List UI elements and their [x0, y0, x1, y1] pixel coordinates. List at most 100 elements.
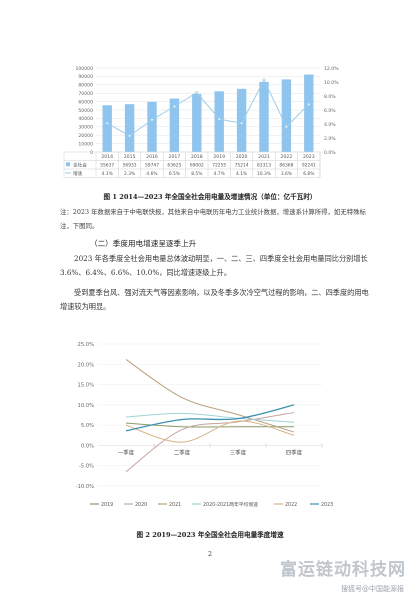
y-tick-label: 5.0% — [81, 423, 94, 429]
x-category-label: 四季度 — [286, 448, 303, 456]
x-category-label: 2019 — [213, 154, 225, 160]
left-axis-tick-label: 80000 — [78, 83, 93, 89]
x-category-label: 2016 — [146, 154, 158, 160]
legend-label-2023: 2023 — [321, 502, 333, 508]
table-row-label: 增速 — [73, 170, 83, 177]
table-cell: 6.8% — [303, 171, 314, 177]
table-cell: 75214 — [235, 163, 249, 169]
right-axis-tick-label: 12.0% — [324, 66, 339, 72]
table-cell: 2.3% — [124, 171, 135, 177]
watermark-logo-text: 富运链动科技网 — [280, 560, 406, 580]
x-category-label: 三季度 — [230, 448, 247, 456]
bar-electricity-2022 — [281, 79, 292, 152]
right-axis-tick-label: 6.0% — [324, 108, 336, 114]
growth-point-2016 — [150, 118, 154, 122]
bar-electricity-2018 — [192, 94, 202, 152]
table-cell: 56933 — [123, 163, 137, 169]
bar-electricity-2021 — [259, 82, 269, 152]
bar-electricity-2020 — [236, 88, 247, 152]
series-line-2021 — [125, 359, 295, 433]
section-title: （二）季度用电增速呈逐季上升 — [90, 239, 197, 248]
x-category-label: 2014 — [101, 154, 113, 160]
growth-point-2018 — [195, 90, 199, 95]
x-category-label: 2020 — [236, 154, 248, 160]
x-category-label: 2021 — [258, 154, 270, 160]
x-category-label: 2017 — [169, 154, 181, 160]
left-axis-tick-label: 20000 — [78, 133, 93, 139]
right-axis-tick-label: 4.0% — [324, 122, 336, 128]
figure1-chart: 0 10000 20000 30000 40000 50000 60000 70000 8000… — [63, 66, 339, 178]
y-tick-label: 10.0% — [78, 403, 95, 409]
watermark-source: 搜狐号@中国能源报 — [341, 585, 404, 593]
y-tick-label: 20.0% — [78, 362, 95, 368]
growth-point-2023 — [307, 102, 311, 106]
right-axis-tick-label: 8.0% — [324, 94, 336, 100]
table-cell: 8.5% — [191, 171, 202, 177]
x-category-label: 2022 — [281, 154, 293, 160]
table-cell: 59747 — [145, 163, 159, 169]
right-axis-tick-label: 2.0% — [324, 136, 336, 142]
series-line-2022 — [125, 420, 295, 443]
bar-electricity-2019 — [214, 91, 224, 152]
figure2-chart: 25.0% 20.0% 15.0% 10.0% 5.0% 0.0% -5.0% -10.0% 一… — [76, 342, 334, 508]
table-cell: 55637 — [100, 163, 114, 169]
left-axis-tick-label: 50000 — [78, 108, 93, 114]
left-axis-tick-label: 0 — [90, 150, 93, 156]
legend-label-2021: 2021 — [169, 502, 181, 508]
legend-label-2022: 2022 — [285, 502, 297, 508]
y-tick-label: 25.0% — [78, 342, 95, 348]
figure1-caption: 图 1 2014—2023 年全国全社会用电量及增速情况（单位：亿千瓦时） — [103, 193, 317, 201]
growth-point-2015 — [128, 134, 132, 138]
paragraph-1: 2023 年各季度全社会用电量总体波动明显，一、二、三、四季度全社会用电量同比分… — [60, 254, 368, 277]
left-axis-tick-label: 30000 — [78, 125, 93, 131]
x-category-label: 2015 — [124, 154, 136, 160]
right-axis-tick-label: 0.0% — [324, 150, 336, 156]
left-axis-tick-label: 90000 — [78, 74, 93, 80]
growth-rate-line — [106, 78, 310, 137]
bar-electricity-2015 — [124, 104, 135, 152]
left-axis-tick-label: 40000 — [78, 116, 93, 122]
x-category-label: 二季度 — [174, 448, 191, 456]
series-line-2020 — [125, 412, 295, 473]
bar-electricity-2017 — [169, 98, 180, 152]
legend-label-2019: 2019 — [101, 502, 113, 508]
figure2-caption: 图 2 2019—2023 年全国全社会用电量季度增速 — [136, 531, 284, 539]
table-cell: 4.1% — [102, 171, 113, 177]
table-cell: 4.7% — [214, 171, 225, 177]
series-line-2023 — [125, 404, 295, 432]
table-cell: 10.3% — [257, 171, 271, 177]
x-category-label: 2018 — [191, 154, 203, 160]
table-cell: 63625 — [167, 163, 181, 169]
table-row-label: 全社会 — [73, 162, 87, 169]
table-cell: 83313 — [257, 163, 271, 169]
legend-swatch-electricity — [66, 162, 70, 167]
growth-point-2019 — [217, 117, 221, 121]
bar-electricity-2014 — [102, 105, 112, 152]
y-tick-label: -10.0% — [76, 484, 94, 490]
left-axis-tick-label: 70000 — [78, 91, 93, 97]
table-cell: 86368 — [279, 163, 293, 169]
x-category-label: 一季度 — [118, 448, 135, 456]
page-number: 2 — [207, 550, 213, 558]
legend-label-2020-2021两年平均增速: 2020-2021两年平均增速 — [203, 501, 258, 508]
table-cell: 6.5% — [169, 171, 180, 177]
growth-point-2017 — [172, 104, 176, 109]
x-category-label: 2023 — [303, 154, 315, 160]
growth-point-2020 — [240, 121, 244, 125]
y-tick-label: 0.0% — [81, 443, 94, 449]
figure1-note: 注：2023 年数据来自于中电联快报，其他来自中电联历年电力工业统计数据，增速系… — [60, 208, 366, 230]
growth-point-2021 — [262, 78, 266, 82]
right-axis-tick-label: 10.0% — [324, 80, 339, 86]
left-axis-tick-label: 10000 — [78, 141, 93, 147]
table-cell: 92241 — [302, 163, 316, 169]
left-axis-tick-label: 60000 — [78, 99, 93, 105]
growth-point-2022 — [284, 125, 288, 129]
table-cell: 72255 — [212, 163, 226, 169]
table-cell: 4.6% — [146, 171, 157, 177]
table-cell: 4.1% — [236, 171, 247, 177]
table-cell: 3.6% — [281, 171, 292, 177]
paragraph-2: 受到夏季台风、强对流天气等因素影响，以及冬季多次冷空气过程的影响，二、四季度的用… — [60, 288, 369, 311]
y-tick-label: 15.0% — [78, 383, 95, 389]
y-tick-label: -5.0% — [79, 464, 94, 470]
